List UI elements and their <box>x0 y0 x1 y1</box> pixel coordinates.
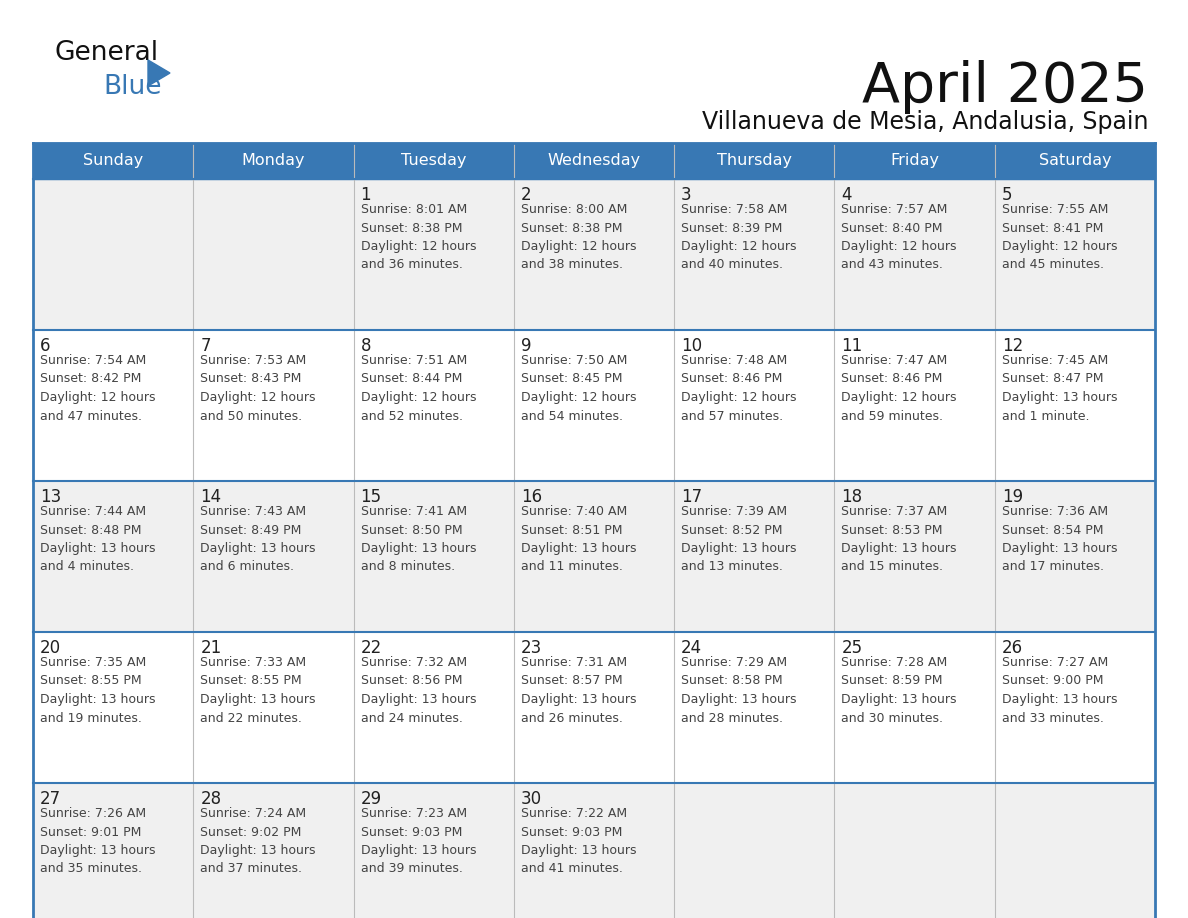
Text: 26: 26 <box>1001 639 1023 657</box>
Text: 19: 19 <box>1001 488 1023 506</box>
Text: Sunrise: 7:43 AM
Sunset: 8:49 PM
Daylight: 13 hours
and 6 minutes.: Sunrise: 7:43 AM Sunset: 8:49 PM Dayligh… <box>201 505 316 574</box>
Text: Sunrise: 7:58 AM
Sunset: 8:39 PM
Daylight: 12 hours
and 40 minutes.: Sunrise: 7:58 AM Sunset: 8:39 PM Dayligh… <box>681 203 797 272</box>
Text: 4: 4 <box>841 186 852 204</box>
Text: 8: 8 <box>361 337 371 355</box>
Text: Sunrise: 7:24 AM
Sunset: 9:02 PM
Daylight: 13 hours
and 37 minutes.: Sunrise: 7:24 AM Sunset: 9:02 PM Dayligh… <box>201 807 316 876</box>
Text: Sunrise: 7:33 AM
Sunset: 8:55 PM
Daylight: 13 hours
and 22 minutes.: Sunrise: 7:33 AM Sunset: 8:55 PM Dayligh… <box>201 656 316 724</box>
Text: Sunrise: 7:31 AM
Sunset: 8:57 PM
Daylight: 13 hours
and 26 minutes.: Sunrise: 7:31 AM Sunset: 8:57 PM Dayligh… <box>520 656 637 724</box>
Text: April 2025: April 2025 <box>862 60 1148 114</box>
Bar <box>33 143 1155 179</box>
Text: Sunrise: 7:48 AM
Sunset: 8:46 PM
Daylight: 12 hours
and 57 minutes.: Sunrise: 7:48 AM Sunset: 8:46 PM Dayligh… <box>681 354 797 422</box>
Text: Sunrise: 7:29 AM
Sunset: 8:58 PM
Daylight: 13 hours
and 28 minutes.: Sunrise: 7:29 AM Sunset: 8:58 PM Dayligh… <box>681 656 797 724</box>
Text: Friday: Friday <box>890 153 939 169</box>
Text: 11: 11 <box>841 337 862 355</box>
Text: General: General <box>55 40 159 66</box>
Text: 6: 6 <box>40 337 51 355</box>
Text: Saturday: Saturday <box>1038 153 1111 169</box>
Text: Sunrise: 7:57 AM
Sunset: 8:40 PM
Daylight: 12 hours
and 43 minutes.: Sunrise: 7:57 AM Sunset: 8:40 PM Dayligh… <box>841 203 956 272</box>
Text: 17: 17 <box>681 488 702 506</box>
Text: 28: 28 <box>201 790 221 808</box>
Text: 14: 14 <box>201 488 221 506</box>
Text: 24: 24 <box>681 639 702 657</box>
Text: Sunrise: 7:53 AM
Sunset: 8:43 PM
Daylight: 12 hours
and 50 minutes.: Sunrise: 7:53 AM Sunset: 8:43 PM Dayligh… <box>201 354 316 422</box>
Text: Sunrise: 7:44 AM
Sunset: 8:48 PM
Daylight: 13 hours
and 4 minutes.: Sunrise: 7:44 AM Sunset: 8:48 PM Dayligh… <box>40 505 156 574</box>
Text: Sunrise: 7:22 AM
Sunset: 9:03 PM
Daylight: 13 hours
and 41 minutes.: Sunrise: 7:22 AM Sunset: 9:03 PM Dayligh… <box>520 807 637 876</box>
Text: Sunrise: 7:36 AM
Sunset: 8:54 PM
Daylight: 13 hours
and 17 minutes.: Sunrise: 7:36 AM Sunset: 8:54 PM Dayligh… <box>1001 505 1117 574</box>
Text: 21: 21 <box>201 639 221 657</box>
Text: 2: 2 <box>520 186 531 204</box>
Text: 25: 25 <box>841 639 862 657</box>
Text: Villanueva de Mesia, Andalusia, Spain: Villanueva de Mesia, Andalusia, Spain <box>701 110 1148 134</box>
Polygon shape <box>148 60 170 86</box>
Text: 27: 27 <box>40 790 61 808</box>
Text: Sunrise: 7:47 AM
Sunset: 8:46 PM
Daylight: 12 hours
and 59 minutes.: Sunrise: 7:47 AM Sunset: 8:46 PM Dayligh… <box>841 354 956 422</box>
Text: Sunrise: 7:51 AM
Sunset: 8:44 PM
Daylight: 12 hours
and 52 minutes.: Sunrise: 7:51 AM Sunset: 8:44 PM Dayligh… <box>361 354 476 422</box>
Text: 23: 23 <box>520 639 542 657</box>
Text: 1: 1 <box>361 186 371 204</box>
Text: Blue: Blue <box>103 74 162 100</box>
Text: Sunrise: 7:27 AM
Sunset: 9:00 PM
Daylight: 13 hours
and 33 minutes.: Sunrise: 7:27 AM Sunset: 9:00 PM Dayligh… <box>1001 656 1117 724</box>
Text: Sunday: Sunday <box>83 153 144 169</box>
Text: 29: 29 <box>361 790 381 808</box>
Text: 15: 15 <box>361 488 381 506</box>
Text: 13: 13 <box>40 488 62 506</box>
Text: Sunrise: 7:32 AM
Sunset: 8:56 PM
Daylight: 13 hours
and 24 minutes.: Sunrise: 7:32 AM Sunset: 8:56 PM Dayligh… <box>361 656 476 724</box>
Bar <box>33 330 1155 481</box>
Bar <box>33 179 1155 330</box>
Text: Sunrise: 8:00 AM
Sunset: 8:38 PM
Daylight: 12 hours
and 38 minutes.: Sunrise: 8:00 AM Sunset: 8:38 PM Dayligh… <box>520 203 637 272</box>
Text: Sunrise: 7:40 AM
Sunset: 8:51 PM
Daylight: 13 hours
and 11 minutes.: Sunrise: 7:40 AM Sunset: 8:51 PM Dayligh… <box>520 505 637 574</box>
Text: 5: 5 <box>1001 186 1012 204</box>
Text: Sunrise: 7:35 AM
Sunset: 8:55 PM
Daylight: 13 hours
and 19 minutes.: Sunrise: 7:35 AM Sunset: 8:55 PM Dayligh… <box>40 656 156 724</box>
Text: Sunrise: 7:55 AM
Sunset: 8:41 PM
Daylight: 12 hours
and 45 minutes.: Sunrise: 7:55 AM Sunset: 8:41 PM Dayligh… <box>1001 203 1117 272</box>
Text: Thursday: Thursday <box>716 153 791 169</box>
Text: Wednesday: Wednesday <box>548 153 640 169</box>
Text: Sunrise: 7:28 AM
Sunset: 8:59 PM
Daylight: 13 hours
and 30 minutes.: Sunrise: 7:28 AM Sunset: 8:59 PM Dayligh… <box>841 656 956 724</box>
Text: Sunrise: 7:50 AM
Sunset: 8:45 PM
Daylight: 12 hours
and 54 minutes.: Sunrise: 7:50 AM Sunset: 8:45 PM Dayligh… <box>520 354 637 422</box>
Text: 7: 7 <box>201 337 210 355</box>
Text: 10: 10 <box>681 337 702 355</box>
Text: Sunrise: 7:45 AM
Sunset: 8:47 PM
Daylight: 13 hours
and 1 minute.: Sunrise: 7:45 AM Sunset: 8:47 PM Dayligh… <box>1001 354 1117 422</box>
Text: 22: 22 <box>361 639 381 657</box>
Bar <box>33 783 1155 918</box>
Text: 3: 3 <box>681 186 691 204</box>
Text: 20: 20 <box>40 639 61 657</box>
Bar <box>33 481 1155 632</box>
Text: Sunrise: 7:23 AM
Sunset: 9:03 PM
Daylight: 13 hours
and 39 minutes.: Sunrise: 7:23 AM Sunset: 9:03 PM Dayligh… <box>361 807 476 876</box>
Text: 30: 30 <box>520 790 542 808</box>
Text: 9: 9 <box>520 337 531 355</box>
Text: Sunrise: 7:37 AM
Sunset: 8:53 PM
Daylight: 13 hours
and 15 minutes.: Sunrise: 7:37 AM Sunset: 8:53 PM Dayligh… <box>841 505 956 574</box>
Bar <box>33 632 1155 783</box>
Text: Sunrise: 8:01 AM
Sunset: 8:38 PM
Daylight: 12 hours
and 36 minutes.: Sunrise: 8:01 AM Sunset: 8:38 PM Dayligh… <box>361 203 476 272</box>
Text: Sunrise: 7:26 AM
Sunset: 9:01 PM
Daylight: 13 hours
and 35 minutes.: Sunrise: 7:26 AM Sunset: 9:01 PM Dayligh… <box>40 807 156 876</box>
Text: Tuesday: Tuesday <box>402 153 467 169</box>
Text: Sunrise: 7:54 AM
Sunset: 8:42 PM
Daylight: 12 hours
and 47 minutes.: Sunrise: 7:54 AM Sunset: 8:42 PM Dayligh… <box>40 354 156 422</box>
Text: Sunrise: 7:41 AM
Sunset: 8:50 PM
Daylight: 13 hours
and 8 minutes.: Sunrise: 7:41 AM Sunset: 8:50 PM Dayligh… <box>361 505 476 574</box>
Text: 18: 18 <box>841 488 862 506</box>
Text: Sunrise: 7:39 AM
Sunset: 8:52 PM
Daylight: 13 hours
and 13 minutes.: Sunrise: 7:39 AM Sunset: 8:52 PM Dayligh… <box>681 505 797 574</box>
Text: Monday: Monday <box>241 153 305 169</box>
Text: 16: 16 <box>520 488 542 506</box>
Text: 12: 12 <box>1001 337 1023 355</box>
